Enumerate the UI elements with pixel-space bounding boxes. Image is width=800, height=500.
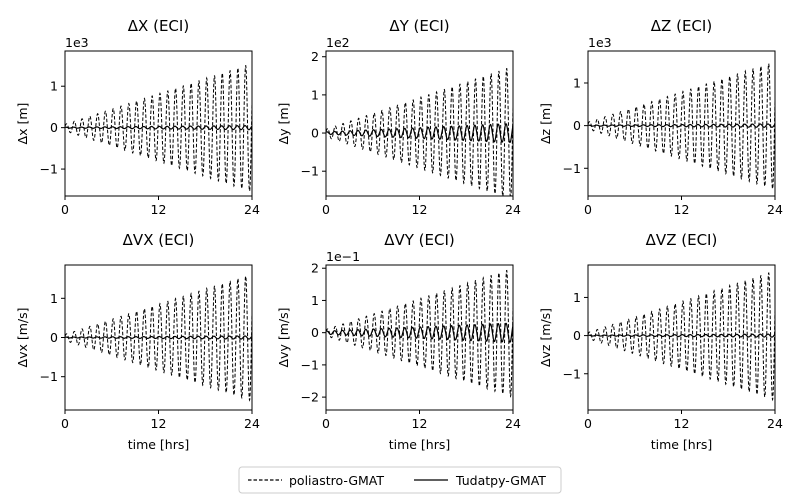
x-tick-label: 24 [244, 416, 260, 431]
y-tick-label: 1 [573, 75, 581, 90]
y-tick-label: 1 [311, 87, 319, 102]
x-tick-label: 0 [61, 416, 69, 431]
y-axis-label: Δx [m] [15, 103, 30, 145]
y-tick-label: 0 [573, 118, 581, 133]
y-axis-label: Δz [m] [538, 103, 553, 144]
x-tick-label: 0 [61, 202, 69, 217]
y-tick-label: 0 [311, 325, 319, 340]
subplot-title: ΔVX (ECI) [123, 231, 195, 249]
legend-label: Tudatpy-GMAT [455, 473, 546, 488]
subplot-3: 0 12 24 −1 0 1 ΔZ (ECI) 1e3 Δz [m] [538, 17, 783, 217]
y-tick-label: 1 [311, 293, 319, 308]
y-tick-label: 0 [311, 126, 319, 141]
series-line-poliastro-GMAT [588, 272, 775, 402]
series-line-Tudatpy-GMAT [326, 322, 513, 343]
subplot-1: 0 12 24 −1 0 1 ΔX (ECI) 1e3 Δx [m] [15, 17, 260, 217]
y-tick-label: 0 [50, 330, 58, 345]
legend-label: poliastro-GMAT [289, 473, 384, 488]
legend-frame [238, 466, 562, 494]
x-tick-label: 12 [412, 202, 428, 217]
subplot-title: ΔX (ECI) [128, 17, 189, 35]
subplot-4: 0 12 24 −1 0 1 ΔVX (ECI) Δvx [m/s] time [hrs] [15, 231, 260, 452]
legend: poliastro-GMAT Tudatpy-GMAT [238, 466, 562, 494]
series-line-poliastro-GMAT [326, 67, 513, 196]
series-line-poliastro-GMAT [65, 275, 252, 402]
series-line-Tudatpy-GMAT [326, 123, 513, 144]
y-tick-label: 0 [50, 120, 58, 135]
axis-multiplier: 1e3 [65, 35, 89, 50]
y-tick-label: −2 [301, 390, 319, 405]
y-tick-label: 1 [50, 79, 58, 94]
series-line-Tudatpy-GMAT [588, 123, 775, 128]
y-tick-label: −1 [40, 162, 58, 177]
y-tick-label: 0 [573, 328, 581, 343]
subplot-title: ΔZ (ECI) [651, 17, 712, 35]
series-line-Tudatpy-GMAT [65, 125, 252, 131]
y-axis-label: Δvy [m/s] [276, 308, 291, 368]
x-tick-label: 24 [244, 202, 260, 217]
series-line-Tudatpy-GMAT [588, 333, 775, 338]
x-tick-label: 12 [412, 416, 428, 431]
x-tick-label: 0 [322, 202, 330, 217]
x-tick-label: 12 [674, 416, 690, 431]
x-tick-label: 24 [767, 202, 783, 217]
series-line-Tudatpy-GMAT [65, 335, 252, 340]
series-line-poliastro-GMAT [65, 65, 252, 193]
y-axis-label: Δy [m] [276, 103, 291, 145]
x-axis-label: time [hrs] [651, 437, 713, 452]
x-tick-label: 0 [584, 202, 592, 217]
y-tick-label: −1 [40, 369, 58, 384]
y-axis-label: Δvz [m/s] [538, 308, 553, 367]
x-axis-label: time [hrs] [128, 437, 190, 452]
x-tick-label: 24 [505, 416, 521, 431]
x-tick-label: 0 [584, 416, 592, 431]
y-tick-label: 2 [311, 261, 319, 276]
subplot-title: ΔY (ECI) [389, 17, 449, 35]
y-tick-label: −1 [301, 357, 319, 372]
x-tick-label: 12 [151, 416, 167, 431]
axis-multiplier: 1e2 [326, 35, 350, 50]
x-tick-label: 12 [151, 202, 167, 217]
subplot-6: 0 12 24 −1 0 1 ΔVZ (ECI) Δvz [m/s] time [hrs] [538, 231, 783, 452]
axis-multiplier: 1e3 [588, 35, 612, 50]
subplot-title: ΔVZ (ECI) [646, 231, 718, 249]
x-tick-label: 0 [322, 416, 330, 431]
x-tick-label: 24 [505, 202, 521, 217]
axis-multiplier: 1e−1 [326, 249, 360, 264]
series-line-poliastro-GMAT [326, 269, 513, 398]
y-axis-label: Δvx [m/s] [15, 308, 30, 368]
x-tick-label: 12 [674, 202, 690, 217]
y-tick-label: 1 [573, 290, 581, 305]
y-tick-label: −1 [563, 161, 581, 176]
subplot-title: ΔVY (ECI) [384, 231, 455, 249]
x-tick-label: 24 [767, 416, 783, 431]
y-tick-label: −1 [563, 366, 581, 381]
x-axis-label: time [hrs] [389, 437, 451, 452]
y-tick-label: −1 [301, 164, 319, 179]
series-line-poliastro-GMAT [588, 63, 775, 191]
y-tick-label: 2 [311, 49, 319, 64]
y-tick-label: 1 [50, 291, 58, 306]
